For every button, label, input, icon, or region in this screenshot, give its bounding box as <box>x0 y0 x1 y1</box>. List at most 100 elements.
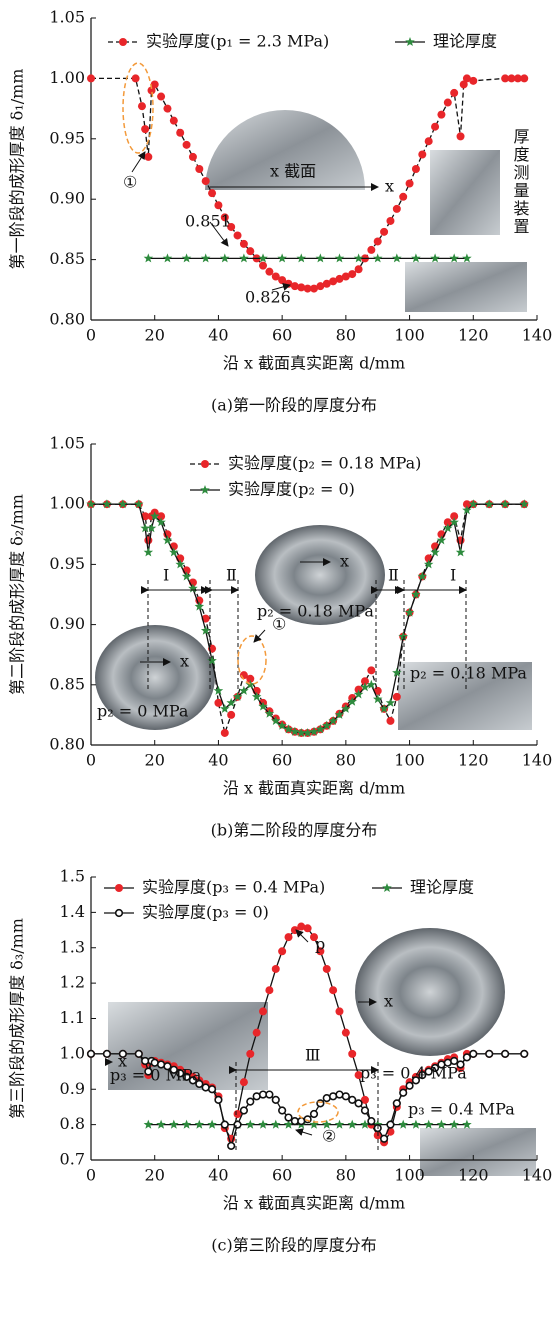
point <box>425 137 433 145</box>
x-tick-label: 0 <box>86 751 96 770</box>
figure: 0.800.850.900.951.001.050204060801001201… <box>0 0 556 1318</box>
x-tick-label: 60 <box>272 326 292 345</box>
y-axis-label: 第一阶段的成形厚度 δ₁/mm <box>8 69 27 270</box>
y-tick-label: 0.95 <box>49 128 85 147</box>
star-marker <box>430 547 440 556</box>
star-marker <box>163 253 173 262</box>
point <box>406 179 414 187</box>
x-tick-label: 0 <box>86 1166 96 1185</box>
point <box>228 1143 235 1150</box>
point <box>374 237 382 245</box>
legend-marker <box>116 910 123 917</box>
point <box>265 986 273 994</box>
point <box>381 1135 388 1142</box>
star-marker <box>335 253 345 262</box>
point <box>329 986 337 994</box>
point <box>335 1007 343 1015</box>
x-tick-label: 120 <box>458 751 489 770</box>
annotation: p₂ = 0.18 MPa <box>257 602 374 621</box>
point <box>272 1097 279 1104</box>
y-tick-label: 0.90 <box>49 189 85 208</box>
legend-label: 实验厚度(p₂ = 0.18 MPa) <box>228 454 421 473</box>
star-marker <box>430 253 440 262</box>
point <box>368 1118 375 1125</box>
star-marker <box>144 1120 154 1129</box>
legend-label: 理论厚度 <box>410 878 474 897</box>
x-tick-label: 40 <box>208 751 228 770</box>
point <box>285 933 293 941</box>
star-marker <box>398 1120 408 1129</box>
point <box>386 217 394 225</box>
star-marker <box>182 1120 192 1129</box>
y-tick-label: 1.00 <box>49 68 85 87</box>
annotation: p₂ = 0.18 MPa <box>410 664 527 683</box>
point <box>163 105 171 113</box>
annotation: Ⅰ <box>163 566 169 585</box>
x-tick-label: 60 <box>272 751 292 770</box>
point <box>189 153 197 161</box>
point <box>272 965 280 973</box>
point <box>209 1086 216 1093</box>
point <box>214 201 222 209</box>
star-marker <box>169 1120 179 1129</box>
point <box>317 1100 324 1107</box>
point <box>355 1100 362 1107</box>
point <box>234 231 242 239</box>
point <box>348 270 356 278</box>
star-marker <box>207 1120 217 1129</box>
pointer <box>132 152 145 172</box>
star-marker <box>220 253 230 262</box>
annotation: p₃ = 0.4 MPa <box>360 1064 467 1083</box>
y-tick-label: 0.80 <box>49 310 85 329</box>
y-tick-label: 1.1 <box>60 1008 85 1027</box>
point <box>253 1029 261 1037</box>
star-marker <box>424 1120 434 1129</box>
x-tick-label: 40 <box>208 326 228 345</box>
annotation: Ⅰ <box>450 566 456 585</box>
point <box>222 1121 229 1128</box>
star-marker <box>156 1120 166 1129</box>
x-tick-label: 120 <box>458 326 489 345</box>
point <box>202 177 210 185</box>
y-tick-label: 0.95 <box>49 554 85 573</box>
x-tick-label: 20 <box>145 1166 165 1185</box>
point <box>279 1107 286 1114</box>
point <box>400 1089 407 1096</box>
x-tick-label: 20 <box>145 326 165 345</box>
point <box>221 729 229 737</box>
point <box>234 1121 241 1128</box>
x-tick-label: 20 <box>145 751 165 770</box>
x-tick-label: 60 <box>272 1166 292 1185</box>
star-marker <box>411 253 421 262</box>
annotation: ② <box>322 1127 336 1146</box>
star-marker <box>411 1120 421 1129</box>
point <box>469 77 477 85</box>
star-marker <box>144 547 154 556</box>
x-tick-label: 80 <box>336 326 356 345</box>
point <box>144 536 152 544</box>
annotation: x <box>385 177 394 196</box>
y-tick-label: 1.00 <box>49 494 85 513</box>
point <box>387 1121 394 1128</box>
y-tick-label: 1.05 <box>49 434 85 453</box>
star-marker <box>239 253 249 262</box>
point <box>170 117 178 125</box>
star-marker <box>316 253 326 262</box>
annotation: Ⅱ <box>388 566 399 585</box>
legend-label: 实验厚度(p₃ = 0) <box>142 903 269 922</box>
annotation: 0.826 <box>245 288 291 307</box>
star-marker <box>373 253 383 262</box>
y-tick-label: 1.5 <box>60 867 85 886</box>
point <box>104 1051 111 1058</box>
point <box>144 153 152 161</box>
star-marker <box>163 535 173 544</box>
star-marker <box>182 571 192 580</box>
photo <box>405 262 527 312</box>
star-marker <box>437 1120 447 1129</box>
x-tick-label: 120 <box>458 1166 489 1185</box>
point <box>394 1100 401 1107</box>
point <box>355 265 363 273</box>
star-marker <box>348 1120 358 1129</box>
star-marker <box>392 253 402 262</box>
y-tick-label: 1.2 <box>60 973 85 992</box>
